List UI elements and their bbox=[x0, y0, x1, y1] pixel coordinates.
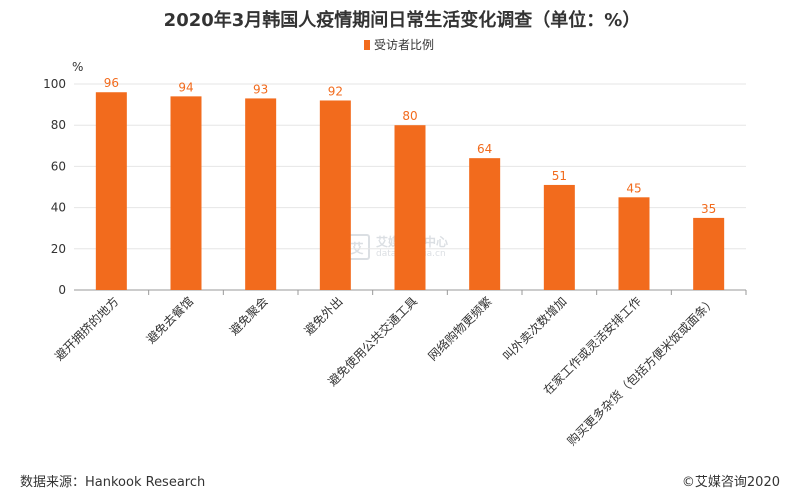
x-tick-label: 避免外出 bbox=[301, 294, 346, 339]
y-tick-label: 80 bbox=[51, 118, 66, 132]
chart-title: 2020年3月韩国人疫情期间日常生活变化调查（单位：%） bbox=[163, 10, 641, 31]
data-label: 80 bbox=[402, 109, 417, 123]
legend-swatch bbox=[364, 39, 370, 50]
copyright-note: ©艾媒咨询2020 bbox=[681, 475, 780, 490]
data-label: 64 bbox=[477, 142, 492, 156]
y-tick-label: 20 bbox=[51, 242, 66, 256]
bar bbox=[170, 96, 202, 290]
bar bbox=[693, 217, 725, 290]
data-label: 96 bbox=[104, 76, 119, 90]
data-label: 93 bbox=[253, 82, 268, 96]
x-tick-label: 网络购物更频繁 bbox=[425, 294, 495, 364]
y-unit-label: % bbox=[72, 60, 84, 74]
data-label: 45 bbox=[626, 181, 641, 195]
x-tick-label: 购买更多杂货（包括方便米饭或面条） bbox=[564, 294, 719, 449]
legend-label: 受访者比例 bbox=[374, 38, 435, 52]
x-tick-label: 避免聚会 bbox=[226, 294, 271, 339]
data-label: 92 bbox=[328, 84, 343, 98]
bar bbox=[543, 184, 575, 290]
bar bbox=[95, 92, 127, 291]
data-label: 51 bbox=[552, 169, 567, 183]
source-note: 数据来源：Hankook Research bbox=[20, 475, 206, 490]
y-tick-label: 60 bbox=[51, 159, 66, 173]
bar bbox=[319, 100, 351, 290]
data-label: 94 bbox=[178, 80, 193, 94]
y-tick-label: 100 bbox=[43, 77, 66, 91]
data-label: 35 bbox=[701, 202, 716, 216]
bar bbox=[618, 197, 650, 290]
bar bbox=[469, 158, 501, 290]
y-tick-label: 40 bbox=[51, 201, 66, 215]
legend: 受访者比例 bbox=[364, 36, 434, 53]
x-tick-label: 叫外卖次数增加 bbox=[499, 294, 569, 364]
bar bbox=[394, 125, 426, 290]
x-tick-label: 避开拥挤的地方 bbox=[51, 294, 121, 364]
bar bbox=[245, 98, 277, 290]
x-tick-label: 避免去餐馆 bbox=[143, 294, 196, 347]
y-tick-label: 0 bbox=[58, 283, 66, 297]
